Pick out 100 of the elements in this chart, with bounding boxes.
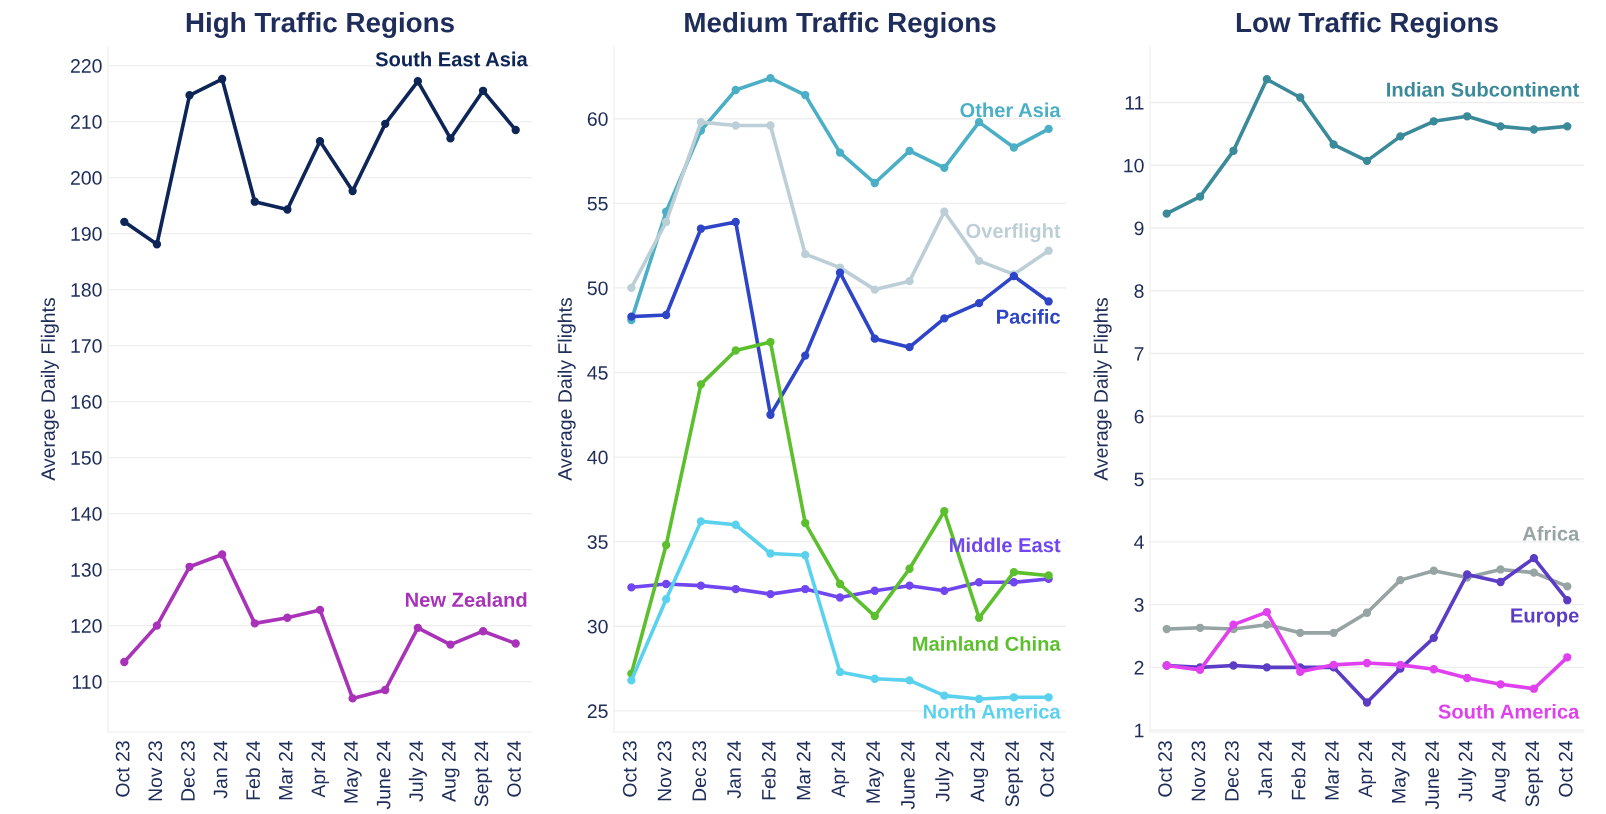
point — [766, 549, 775, 558]
point — [413, 77, 423, 86]
point — [1496, 565, 1505, 574]
point — [801, 551, 810, 560]
x-tick-label: Oct 24 — [507, 740, 521, 797]
y-tick-label: 60 — [587, 112, 608, 126]
point — [250, 197, 259, 206]
point — [627, 676, 636, 685]
y-tick-label: 30 — [587, 619, 608, 634]
point — [801, 584, 810, 594]
point — [835, 148, 845, 157]
point — [1009, 693, 1019, 702]
x-tick-label: Feb 24 — [245, 740, 260, 800]
y-tick-label: 40 — [587, 450, 608, 465]
point — [905, 564, 914, 573]
point — [1044, 246, 1053, 255]
point — [185, 91, 194, 100]
point — [348, 694, 357, 703]
point — [1362, 608, 1372, 617]
point — [381, 685, 390, 695]
y-tick-label: 5 — [1134, 472, 1144, 487]
y-axis-title: Average Daily Flights — [1093, 298, 1112, 481]
point — [381, 119, 390, 129]
point — [801, 351, 810, 360]
point — [905, 581, 914, 590]
x-tick-label: Apr 24 — [311, 740, 330, 798]
x-tick-label: Nov 23 — [1191, 741, 1206, 801]
point — [801, 90, 810, 100]
point — [1009, 578, 1019, 587]
y-tick-label: 130 — [71, 563, 102, 577]
x-tick-label: Jan 24 — [1258, 740, 1273, 799]
point — [1529, 568, 1539, 577]
x-tick-label: Feb 24 — [761, 740, 776, 800]
y-tick-label: 190 — [71, 227, 102, 241]
x-tick-label: Sept 24 — [474, 740, 493, 807]
point — [283, 205, 292, 214]
x-tick-label: Oct 24 — [1040, 740, 1054, 797]
point — [120, 657, 129, 667]
point — [1563, 122, 1572, 131]
y-tick-label: 6 — [1134, 409, 1144, 424]
x-tick-label: Dec 23 — [692, 741, 707, 801]
chart-title: Medium Traffic Regions — [685, 11, 996, 38]
point — [1362, 156, 1372, 166]
point — [1044, 297, 1053, 306]
point — [1009, 143, 1019, 152]
point — [478, 627, 488, 636]
y-tick-label: 150 — [71, 451, 102, 465]
point — [870, 586, 879, 595]
y-tick-label: 45 — [587, 366, 608, 380]
point — [152, 621, 162, 630]
point — [1329, 140, 1338, 149]
point — [696, 117, 706, 127]
point — [511, 639, 520, 648]
point — [1462, 112, 1472, 121]
point — [185, 562, 194, 571]
point — [315, 137, 325, 146]
point — [1162, 624, 1171, 634]
y-tick-label: 140 — [71, 507, 102, 521]
point — [696, 517, 706, 526]
point — [1262, 663, 1272, 672]
x-tick-label: Aug 24 — [1491, 740, 1510, 802]
point — [478, 86, 488, 95]
point — [661, 595, 671, 604]
point — [1195, 623, 1205, 632]
x-tick-label: May 24 — [866, 740, 884, 803]
point — [870, 674, 879, 683]
point — [940, 507, 949, 516]
y-tick-label: 50 — [587, 281, 608, 296]
point — [1229, 661, 1238, 670]
point — [627, 283, 636, 293]
x-tick-label: Oct 23 — [1158, 741, 1172, 797]
y-tick-label: 1 — [1135, 723, 1144, 738]
point — [835, 667, 845, 677]
point — [974, 256, 984, 266]
point — [940, 691, 949, 700]
x-tick-label: Feb 24 — [1291, 740, 1306, 800]
point — [661, 579, 671, 589]
y-tick-label: 110 — [72, 675, 102, 689]
point — [766, 337, 775, 347]
point — [120, 217, 129, 227]
point — [1362, 698, 1372, 707]
x-tick-label: July 24 — [1458, 740, 1477, 802]
x-tick-label: Nov 23 — [148, 741, 163, 801]
y-tick-label: 200 — [70, 171, 102, 185]
point — [1262, 620, 1272, 629]
x-tick-label: Oct 23 — [115, 741, 130, 797]
point — [1429, 633, 1438, 643]
x-tick-label: July 24 — [408, 740, 427, 802]
series-label: Mainland China — [913, 636, 1061, 651]
point — [940, 586, 949, 595]
point — [974, 117, 984, 127]
x-tick-label: Nov 23 — [657, 741, 672, 801]
point — [870, 178, 879, 188]
point — [940, 163, 949, 172]
series-label: Europe — [1511, 608, 1579, 627]
point — [661, 217, 671, 227]
y-axis-title: Average Daily Flights — [40, 298, 59, 481]
point — [1329, 628, 1338, 638]
x-tick-label: June 24 — [376, 740, 391, 810]
point — [696, 380, 706, 389]
